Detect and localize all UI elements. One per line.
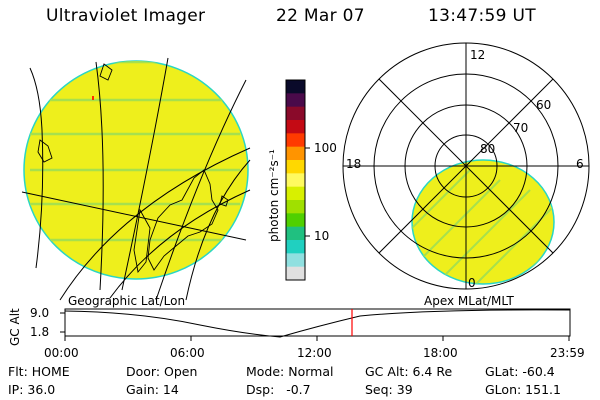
timeline-xtick-1800: 18:00 xyxy=(423,346,458,360)
info-flight: Flt: HOME xyxy=(8,364,70,379)
colorbar-segment xyxy=(286,80,305,94)
colorbar-segment xyxy=(286,120,305,134)
colorbar-segment xyxy=(286,213,305,228)
lat-label-70: 70 xyxy=(513,121,529,135)
altitude-curve xyxy=(64,309,571,338)
timeline-right-title: Apex MLat/MLT xyxy=(424,294,514,308)
info-door: Door: Open xyxy=(126,364,198,379)
polar-grid xyxy=(342,42,590,290)
polar-image xyxy=(411,159,555,285)
colorbar-segment xyxy=(286,106,305,121)
coastline-outlines xyxy=(37,63,229,274)
colorbar-segment xyxy=(286,93,305,108)
mlt-label-12: 12 xyxy=(470,48,486,62)
colorbar-segment xyxy=(286,160,305,174)
polar-plot xyxy=(342,42,590,290)
info-ip: IP: 36.0 xyxy=(8,382,56,397)
geographic-image xyxy=(21,57,251,301)
mlt-label-18: 18 xyxy=(346,157,362,171)
colorbar-segment xyxy=(286,200,305,214)
timeline-left-title: Geographic Lat/Lon xyxy=(68,294,186,308)
time-label: 13:47:59 UT xyxy=(428,6,536,26)
timeline-xtick-1200: 12:00 xyxy=(297,346,332,360)
colorbar-segment xyxy=(286,173,305,188)
colorbar-segment xyxy=(286,186,305,201)
colorbar-label-100: 100 xyxy=(314,141,337,155)
timeline-xtick-0600: 06:00 xyxy=(170,346,205,360)
polar-diagonal-b xyxy=(378,78,554,254)
timeline-xtick-2359: 23:59 xyxy=(550,346,585,360)
info-gain: Gain: 14 xyxy=(126,382,179,397)
mlt-label-6: 6 xyxy=(576,157,584,171)
geo-grid-lines xyxy=(21,57,251,301)
colorbar-segment xyxy=(286,226,305,241)
colorbar-segment xyxy=(286,266,305,281)
colorbar-frame xyxy=(285,79,306,281)
info-glat: GLat: -60.4 xyxy=(485,364,555,379)
info-seq: Seq: 39 xyxy=(365,382,413,397)
mlt-label-0: 0 xyxy=(468,276,476,290)
colorbar-label-10: 10 xyxy=(314,229,330,243)
lat-label-60: 60 xyxy=(536,98,552,112)
geo-scan-stripes xyxy=(30,61,240,242)
hot-pixel xyxy=(92,96,94,100)
info-gc-alt: GC Alt: 6.4 Re xyxy=(365,364,453,379)
lat-label-80: 80 xyxy=(480,142,496,156)
instrument-title: Ultraviolet Imager xyxy=(46,6,206,26)
info-mode: Mode: Normal xyxy=(246,364,334,379)
colorbar-unit-label: photon cm⁻²s⁻¹ xyxy=(267,149,281,242)
timeline-xtick-0000: 00:00 xyxy=(44,346,79,360)
colorbar-segment xyxy=(286,253,305,268)
colorbar-segment xyxy=(286,146,305,161)
colorbar xyxy=(285,79,310,281)
timeline-ytick-1-8: 1.8 xyxy=(30,325,50,339)
date-label: 22 Mar 07 xyxy=(276,6,365,26)
colorbar-segment xyxy=(286,240,305,254)
timeline-plot xyxy=(60,308,571,341)
colorbar-segment xyxy=(286,133,305,148)
timeline-ytick-9: 9.0 xyxy=(30,306,50,320)
info-glon: GLon: 151.1 xyxy=(485,382,561,397)
info-dsp: Dsp: -0.7 xyxy=(246,382,311,397)
timeline-y-label: GC Alt xyxy=(8,308,22,346)
timeline-frame xyxy=(64,308,571,337)
